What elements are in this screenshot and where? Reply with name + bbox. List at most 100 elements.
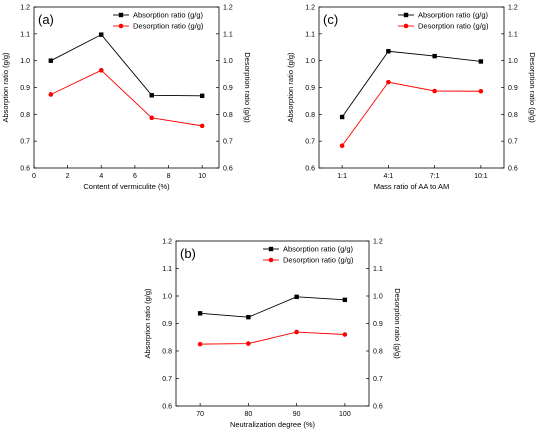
y-tick-label-right: 0.8 (223, 112, 233, 119)
legend-marker-circle (403, 23, 409, 29)
panel-0: 0.6 0.6 0.7 0.7 0.8 0.8 0.9 0.9 1.0 1.0 1.1 1.1 1.2 1… (1, 5, 252, 192)
data-point-square (294, 294, 299, 300)
y-tick-label-right: 1.1 (223, 31, 233, 38)
y-axis-label-left: Absorption ratio (g/g) (1, 52, 10, 123)
data-point-circle (48, 92, 54, 97)
panel-label: (b) (180, 246, 196, 261)
x-tick-label: 90 (293, 411, 301, 418)
plot-frame (33, 6, 220, 169)
data-point-square (246, 314, 251, 320)
legend-label-0: Absorption ratio (g/g) (283, 245, 354, 254)
y-tick-label-left: 0.6 (305, 166, 315, 173)
series-line-1 (200, 331, 345, 345)
x-axis-label: Content of vermiculite (%) (83, 182, 170, 191)
y-axis-label-left: Absorption ratio (g/g) (286, 52, 295, 123)
plot-frame (318, 6, 505, 169)
series-line-0 (341, 50, 481, 118)
y-tick-label-right: 1.2 (508, 5, 518, 12)
y-tick-label-right: 0.9 (223, 85, 233, 92)
legend-marker-circle (118, 23, 124, 29)
legend-label-0: Absorption ratio (g/g) (418, 11, 489, 20)
x-tick-label: 4:1 (384, 173, 394, 180)
data-point-square (432, 53, 437, 59)
legend-label-1: Desorption ratio (g/g) (418, 22, 489, 31)
y-tick-label-left: 1.0 (162, 294, 172, 301)
x-tick-label: 4 (99, 173, 103, 180)
panel-label: (c) (323, 12, 338, 27)
y-tick-label-right: 0.6 (508, 166, 518, 173)
y-tick-label-left: 1.2 (20, 5, 30, 12)
y-tick-label-right: 0.6 (223, 166, 233, 173)
data-point-circle (432, 88, 437, 94)
y-tick-label-right: 0.7 (373, 376, 383, 383)
y-tick-label-left: 0.8 (305, 112, 315, 119)
y-tick-label-right: 0.9 (373, 321, 383, 328)
y-tick-label-left: 1.1 (162, 266, 172, 273)
panel-2: 0.6 0.6 0.7 0.7 0.8 0.8 0.9 0.9 1.0 1.0 1.1 1.1 1.2 1… (143, 239, 402, 430)
y-tick-label-right: 0.9 (508, 85, 518, 92)
panel-1: 0.6 0.6 0.7 0.7 0.8 0.8 0.9 0.9 1.0 1.0 1.1 1.1 1.2 1… (286, 5, 537, 192)
y-tick-label-right: 1.1 (373, 266, 383, 273)
y-tick-label-right: 1.0 (223, 58, 233, 65)
y-tick-label-right: 1.2 (373, 239, 383, 246)
x-tick-label: 100 (339, 411, 351, 418)
legend-label-1: Desorption ratio (g/g) (283, 256, 354, 265)
data-point-circle (339, 143, 345, 149)
y-tick-label-left: 0.7 (305, 139, 315, 146)
x-tick-label: 80 (244, 411, 252, 418)
x-tick-label: 10 (198, 173, 206, 180)
y-tick-label-left: 1.0 (305, 58, 315, 65)
data-point-circle (246, 341, 251, 346)
y-tick-label-right: 1.1 (508, 31, 518, 38)
x-tick-label: 8 (167, 173, 171, 180)
data-point-circle (294, 329, 299, 335)
y-axis-label-right: Desorption ratio (g/g) (528, 52, 537, 123)
data-point-square (149, 93, 154, 98)
x-tick-label: 10:1 (474, 173, 488, 180)
legend-marker-square (118, 12, 124, 18)
y-tick-label-left: 0.9 (162, 321, 172, 328)
x-tick-label: 1:1 (337, 173, 347, 180)
y-axis-label-left: Absorption ratio (g/g) (143, 288, 152, 359)
x-tick-label: 7:1 (430, 173, 440, 180)
data-point-square (48, 58, 54, 63)
series-line-1 (50, 69, 203, 127)
y-tick-label-left: 0.8 (20, 112, 30, 119)
x-tick-label: 2 (66, 173, 70, 180)
y-tick-label-left: 0.8 (162, 349, 172, 356)
data-point-circle (197, 341, 203, 347)
series-line-1 (341, 81, 481, 146)
y-tick-label-left: 1.0 (20, 58, 30, 65)
data-point-square (197, 311, 203, 316)
series-line-0 (50, 34, 203, 97)
x-tick-label: 70 (196, 411, 204, 418)
y-tick-label-right: 0.8 (508, 112, 518, 119)
data-point-square (339, 114, 345, 120)
y-tick-label-left: 0.7 (162, 376, 172, 383)
y-tick-label-right: 0.6 (373, 404, 383, 411)
legend-marker-square (403, 12, 409, 18)
x-tick-label: 6 (133, 173, 137, 180)
data-point-square (199, 93, 205, 99)
data-point-square (99, 32, 104, 37)
data-point-square (478, 59, 484, 64)
legend-marker-circle (268, 257, 274, 263)
y-tick-label-right: 0.7 (223, 139, 233, 146)
y-tick-label-left: 1.2 (305, 5, 315, 12)
x-tick-label: 0 (32, 173, 36, 180)
y-tick-label-right: 1.0 (373, 294, 383, 301)
data-point-circle (386, 79, 391, 85)
legend-label-1: Desorption ratio (g/g) (133, 22, 204, 31)
data-point-circle (149, 115, 155, 121)
y-tick-label-left: 1.1 (20, 31, 30, 38)
y-tick-label-right: 0.7 (508, 139, 518, 146)
legend-marker-square (268, 246, 274, 252)
x-axis-label: Neutralization degree (%) (230, 420, 316, 429)
y-tick-label-right: 1.0 (508, 58, 518, 65)
y-tick-label-left: 0.7 (20, 139, 30, 146)
y-axis-label-right: Desorption ratio (g/g) (393, 288, 402, 359)
y-tick-label-left: 0.6 (162, 404, 172, 411)
panel-label: (a) (38, 12, 54, 27)
data-point-circle (342, 332, 348, 337)
